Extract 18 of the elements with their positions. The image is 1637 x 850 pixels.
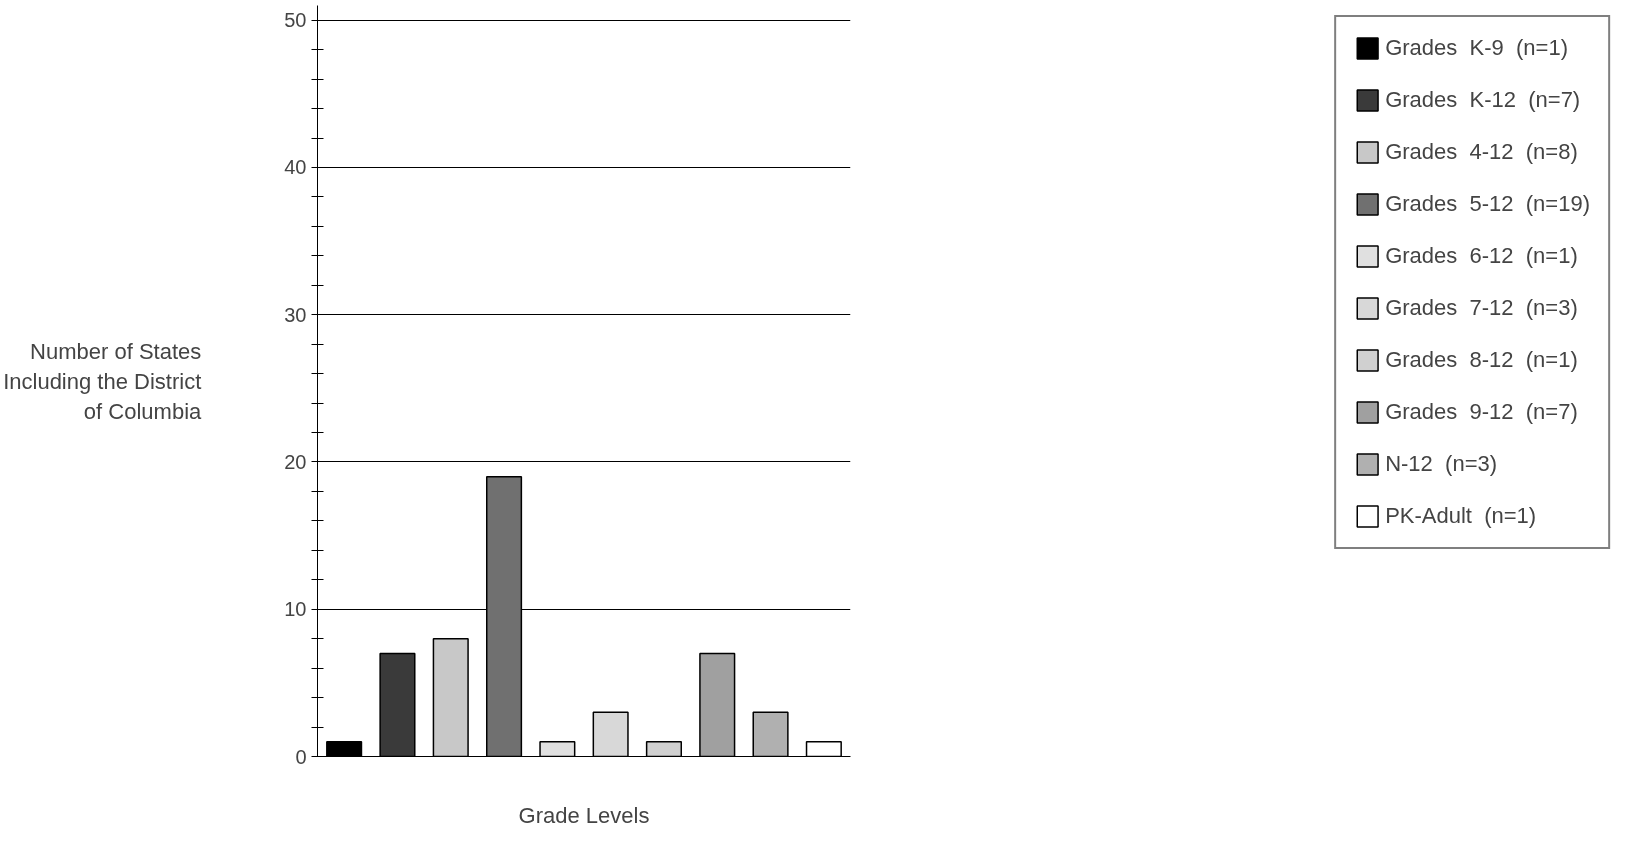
legend-label: Grades K-12 (n=7) (1385, 87, 1581, 113)
legend-label: PK-Adult (n=1) (1385, 503, 1537, 529)
y-tick-label: 30 (284, 303, 307, 326)
y-tick-label: 50 (284, 9, 307, 32)
legend-label: Grades 6-12 (n=1) (1385, 243, 1578, 269)
legend-label: Grades 5-12 (n=19) (1385, 191, 1590, 217)
legend-label: Grades K-9 (n=1) (1385, 35, 1568, 61)
legend-label: Grades 7-12 (n=3) (1385, 295, 1578, 321)
y-axis-title: Number of States Including the District of Columbia (3, 338, 203, 424)
y-tick-label: 20 (284, 450, 307, 473)
legend-label: N-12 (n=3) (1385, 451, 1498, 477)
legend-label: Grades 4-12 (n=8) (1385, 139, 1578, 165)
legend-label: Grades 9-12 (n=7) (1385, 399, 1578, 425)
y-tick-label: 40 (284, 156, 307, 179)
legend-label: Grades 8-12 (n=1) (1385, 347, 1578, 373)
x-axis-title: Grade Levels (518, 802, 650, 828)
y-tick-label: 10 (284, 598, 307, 621)
y-tick-label: 0 (295, 745, 307, 768)
